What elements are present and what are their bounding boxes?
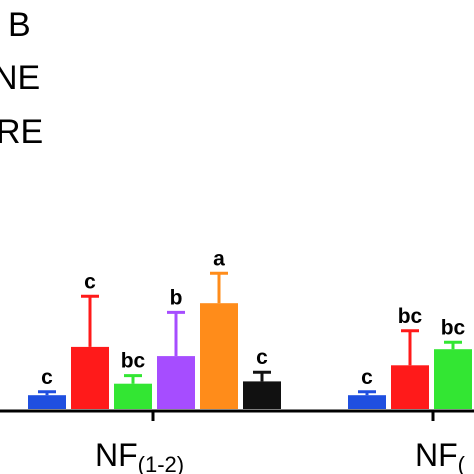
- significance-label: bc: [441, 316, 466, 339]
- bar: [28, 395, 66, 409]
- bar: [391, 365, 429, 409]
- significance-label: c: [256, 346, 268, 369]
- bar: [348, 395, 386, 409]
- significance-label: a: [213, 247, 225, 270]
- significance-label: bc: [398, 305, 423, 328]
- x-tick-label-2-sub: (: [458, 452, 466, 474]
- x-tick-label-2: NF(: [415, 437, 466, 474]
- legend-entry-1: B: [8, 6, 31, 44]
- bar: [157, 356, 195, 409]
- legend-entry-3: RE: [0, 113, 43, 151]
- significance-label: c: [84, 270, 96, 293]
- significance-label: c: [41, 366, 53, 389]
- significance-label: bc: [121, 350, 146, 373]
- legend: B NE RE: [0, 6, 43, 151]
- x-tick-label-1: NF(1-2): [95, 437, 184, 474]
- bar: [434, 349, 472, 409]
- bar: [114, 383, 152, 409]
- x-tick-label-1-main: NF: [95, 437, 138, 473]
- bar: [200, 303, 238, 409]
- bar: [71, 346, 109, 409]
- x-tick-label-2-main: NF: [415, 437, 458, 473]
- legend-entry-2: NE: [0, 59, 40, 97]
- bar: [243, 381, 281, 409]
- significance-label: c: [361, 366, 373, 389]
- significance-label: b: [170, 286, 183, 309]
- x-tick-label-1-sub: (1-2): [138, 452, 184, 474]
